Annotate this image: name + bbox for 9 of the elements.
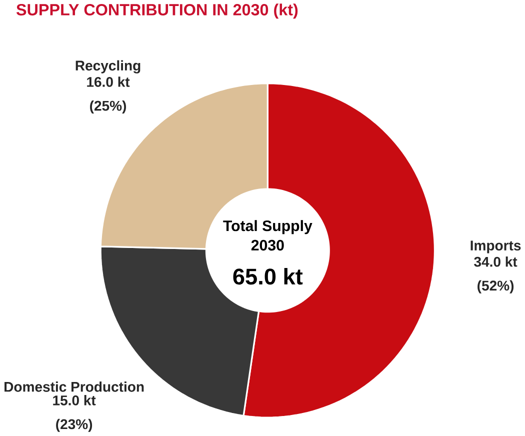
text: Total Supply 2030 [223, 220, 312, 251]
data-label: 16.0 kt (25%) [87, 76, 130, 114]
text: 65.0 kt [233, 268, 303, 285]
data-label: 34.0 kt (52%) [474, 256, 518, 294]
data-label: 15.0 kt (23%) [53, 395, 96, 432]
slice-label: Imports [470, 240, 521, 254]
chart-title: SUPPLY CONTRIBUTION IN 2030 (kt) [16, 4, 298, 19]
slice-label: Domestic Production [4, 382, 144, 392]
slice-label: Recycling [76, 60, 140, 74]
